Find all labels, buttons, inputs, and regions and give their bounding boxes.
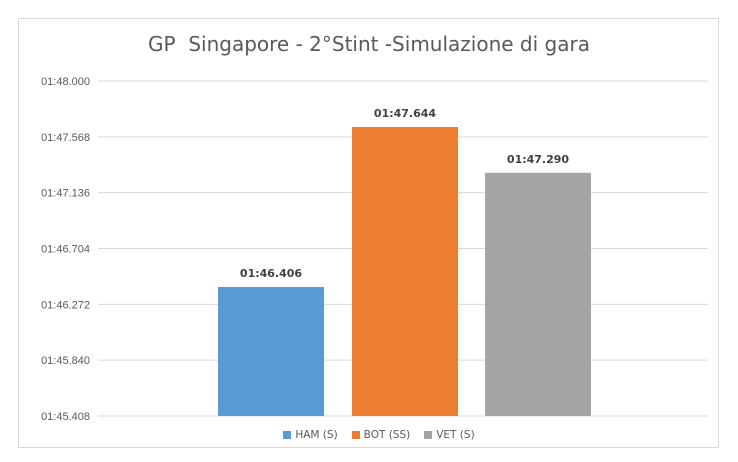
legend-swatch bbox=[283, 431, 292, 439]
legend-label: VET (S) bbox=[436, 429, 475, 441]
legend-item: VET (S) bbox=[424, 429, 475, 441]
bar-vet bbox=[485, 172, 591, 416]
chart-legend: HAM (S) BOT (SS) VET (S) bbox=[0, 429, 738, 441]
bar-ham bbox=[218, 287, 324, 416]
data-label: 01:47.644 bbox=[374, 107, 437, 120]
legend-label: BOT (SS) bbox=[363, 429, 411, 441]
legend-item: HAM (S) bbox=[283, 429, 338, 441]
chart-title: GP Singapore - 2°Stint -Simulazione di g… bbox=[148, 32, 590, 56]
y-tick-label: 01:46.704 bbox=[41, 244, 90, 256]
data-label: 01:46.406 bbox=[240, 267, 303, 280]
y-tick-label: 01:45.840 bbox=[41, 355, 90, 367]
legend-swatch bbox=[351, 431, 360, 439]
bar-bot bbox=[352, 127, 458, 416]
y-tick-label: 01:46.272 bbox=[41, 299, 90, 311]
legend-swatch bbox=[424, 431, 433, 439]
legend-label: HAM (S) bbox=[295, 429, 338, 441]
y-tick-label: 01:47.136 bbox=[41, 188, 90, 200]
y-tick-label: 01:45.408 bbox=[41, 411, 90, 423]
data-label: 01:47.290 bbox=[507, 153, 570, 166]
y-tick-label: 01:47.568 bbox=[41, 132, 90, 144]
legend-item: BOT (SS) bbox=[351, 429, 411, 441]
y-tick-label: 01:48.000 bbox=[41, 76, 90, 88]
